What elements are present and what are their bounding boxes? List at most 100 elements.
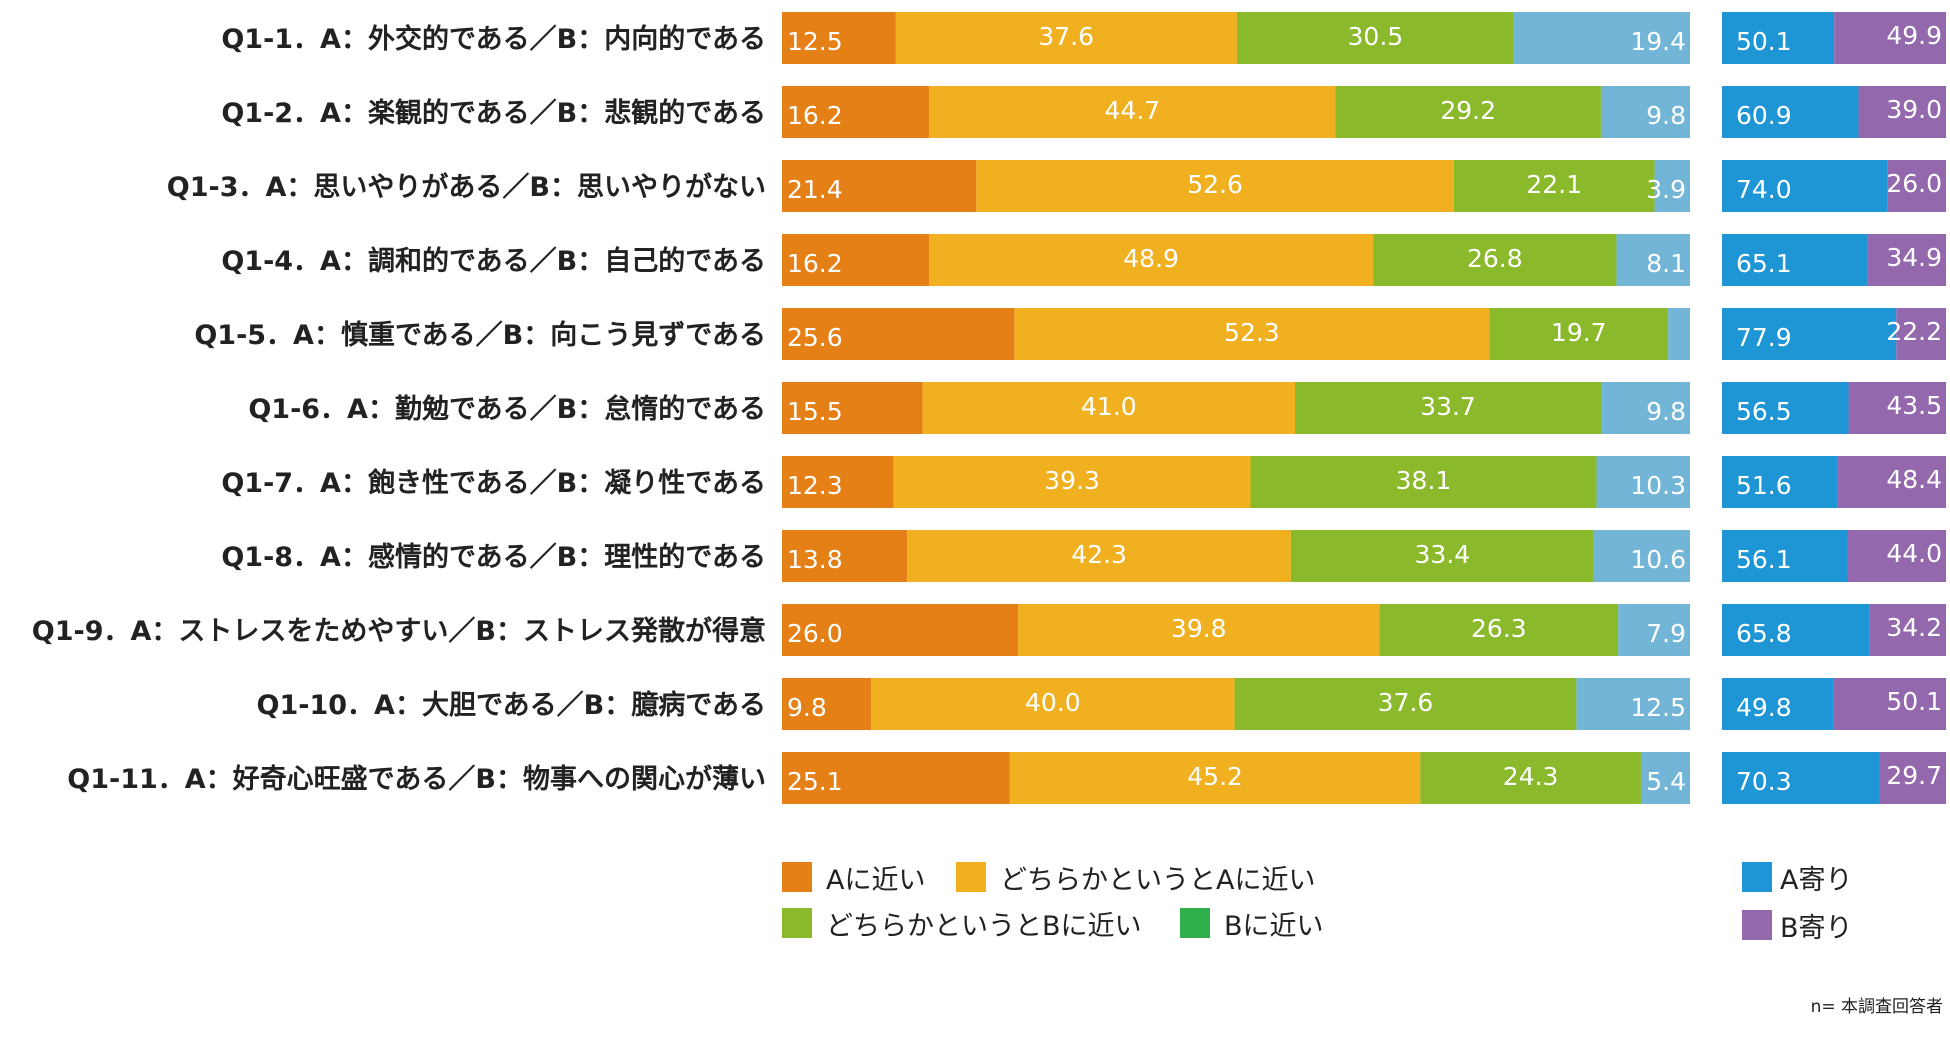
bar-segment bbox=[1600, 86, 1690, 138]
summary-label: 77.9 bbox=[1736, 323, 1792, 352]
summary-segment bbox=[1896, 308, 1946, 360]
summary-label: 65.8 bbox=[1736, 619, 1792, 648]
question-label: Q1-9．A：ストレスをためやすい／B：ストレス発散が得意 bbox=[32, 615, 766, 647]
bar-segment bbox=[782, 12, 896, 64]
bar-segment bbox=[782, 752, 1010, 804]
summary-segment bbox=[1722, 604, 1870, 656]
summary-segment bbox=[1887, 160, 1946, 212]
summary-segment bbox=[1722, 308, 1897, 360]
question-label: Q1-3．A：思いやりがある／B：思いやりがない bbox=[167, 171, 766, 203]
summary-segment bbox=[1722, 678, 1834, 730]
data-label: 33.4 bbox=[1415, 540, 1471, 569]
bar-row: Q1-7．A：飽き性である／B：凝り性である 12.3 39.3 38.1 10.3 51… bbox=[221, 456, 1946, 508]
summary-segment bbox=[1837, 456, 1946, 508]
bar-segment bbox=[1335, 86, 1601, 138]
summary-label: 22.2 bbox=[1886, 317, 1942, 346]
legend-swatch bbox=[1742, 862, 1772, 892]
data-label: 5.4 bbox=[1646, 767, 1686, 796]
summary-label: 44.0 bbox=[1886, 539, 1942, 568]
data-label: 26.8 bbox=[1467, 244, 1523, 273]
data-label: 48.9 bbox=[1123, 244, 1179, 273]
bar-segment bbox=[1009, 752, 1421, 804]
summary-segment bbox=[1722, 12, 1835, 64]
legend-label: B寄り bbox=[1780, 913, 1853, 944]
data-label: 21.4 bbox=[787, 175, 843, 204]
data-label: 12.3 bbox=[787, 471, 843, 500]
bar-segment bbox=[1379, 604, 1619, 656]
bar-segment bbox=[1513, 12, 1690, 64]
question-label: Q1-2．A：楽観的である／B：悲観的である bbox=[221, 97, 766, 129]
bar-row: Q1-1．A：外交的である／B：内向的である 12.5 37.6 30.5 19.4 50… bbox=[221, 12, 1946, 64]
bar-row: Q1-9．A：ストレスをためやすい／B：ストレス発散が得意 26.0 39.8 26.… bbox=[32, 604, 1946, 656]
summary-label: 43.5 bbox=[1886, 391, 1942, 420]
bar-segment bbox=[929, 234, 1374, 286]
bar-segment bbox=[893, 456, 1251, 508]
data-label: 52.3 bbox=[1224, 318, 1280, 347]
summary-label: 51.6 bbox=[1736, 471, 1792, 500]
summary-label: 60.9 bbox=[1736, 101, 1792, 130]
data-label: 16.2 bbox=[787, 249, 843, 278]
bar-segment bbox=[782, 382, 923, 434]
summary-label: 26.0 bbox=[1886, 169, 1942, 198]
data-label: 26.3 bbox=[1471, 614, 1527, 643]
summary-segment bbox=[1848, 382, 1946, 434]
summary-segment bbox=[1722, 382, 1849, 434]
bar-row: Q1-5．A：慎重である／B：向こう見ずである 25.6 52.3 19.7 77.9 2… bbox=[194, 308, 1946, 360]
bar-segment bbox=[1668, 308, 1690, 360]
summary-segment bbox=[1867, 234, 1946, 286]
legend-label: A寄り bbox=[1780, 865, 1852, 896]
summary-label: 74.0 bbox=[1736, 175, 1792, 204]
summary-label: 39.0 bbox=[1886, 95, 1942, 124]
legend-label: Bに近い bbox=[1224, 911, 1324, 942]
data-label: 10.6 bbox=[1630, 545, 1686, 574]
data-label: 45.2 bbox=[1187, 762, 1243, 791]
bar-segment bbox=[929, 86, 1336, 138]
data-label: 9.8 bbox=[1646, 397, 1686, 426]
data-label: 39.8 bbox=[1171, 614, 1227, 643]
sample-note: n= 本調査回答者 bbox=[1811, 997, 1943, 1017]
data-label: 13.8 bbox=[787, 545, 843, 574]
question-label: Q1-4．A：調和的である／B：自己的である bbox=[221, 245, 766, 277]
bar-segment bbox=[782, 678, 872, 730]
summary-segment bbox=[1722, 160, 1888, 212]
summary-segment bbox=[1722, 752, 1880, 804]
data-label: 7.9 bbox=[1646, 619, 1686, 648]
bar-segment bbox=[1576, 678, 1690, 730]
summary-label: 56.1 bbox=[1736, 545, 1792, 574]
bar-segment bbox=[782, 234, 930, 286]
data-label: 37.6 bbox=[1378, 688, 1434, 717]
bar-segment bbox=[871, 678, 1235, 730]
summary-label: 49.8 bbox=[1736, 693, 1792, 722]
bar-row: Q1-8．A：感情的である／B：理性的である 13.8 42.3 33.4 10.6 56… bbox=[221, 530, 1946, 582]
data-label: 10.3 bbox=[1630, 471, 1686, 500]
bar-segment bbox=[782, 604, 1019, 656]
legend-swatch bbox=[956, 862, 986, 892]
bar-segment bbox=[1373, 234, 1617, 286]
data-label: 40.0 bbox=[1025, 688, 1081, 717]
data-label: 26.0 bbox=[787, 619, 843, 648]
bar-segment bbox=[1601, 382, 1690, 434]
data-label: 8.1 bbox=[1646, 249, 1686, 278]
bar-segment bbox=[1014, 308, 1490, 360]
legend-swatch bbox=[1742, 910, 1772, 940]
data-label: 42.3 bbox=[1071, 540, 1127, 569]
summary-label: 48.4 bbox=[1886, 465, 1942, 494]
data-label: 16.2 bbox=[787, 101, 843, 130]
data-label: 12.5 bbox=[1630, 693, 1686, 722]
data-label: 29.2 bbox=[1440, 96, 1496, 125]
bar-segment bbox=[1295, 382, 1602, 434]
question-label: Q1-7．A：飽き性である／B：凝り性である bbox=[221, 467, 766, 499]
data-label: 38.1 bbox=[1396, 466, 1452, 495]
bar-segment bbox=[1250, 456, 1597, 508]
bar-segment bbox=[1654, 160, 1690, 212]
data-label: 41.0 bbox=[1081, 392, 1137, 421]
bar-segment bbox=[1018, 604, 1380, 656]
data-label: 9.8 bbox=[1646, 101, 1686, 130]
data-label: 9.8 bbox=[787, 693, 827, 722]
bar-segment bbox=[782, 86, 930, 138]
summary-segment bbox=[1869, 604, 1946, 656]
bar-segment bbox=[907, 530, 1291, 582]
data-label: 25.6 bbox=[787, 323, 843, 352]
bar-segment bbox=[895, 12, 1237, 64]
